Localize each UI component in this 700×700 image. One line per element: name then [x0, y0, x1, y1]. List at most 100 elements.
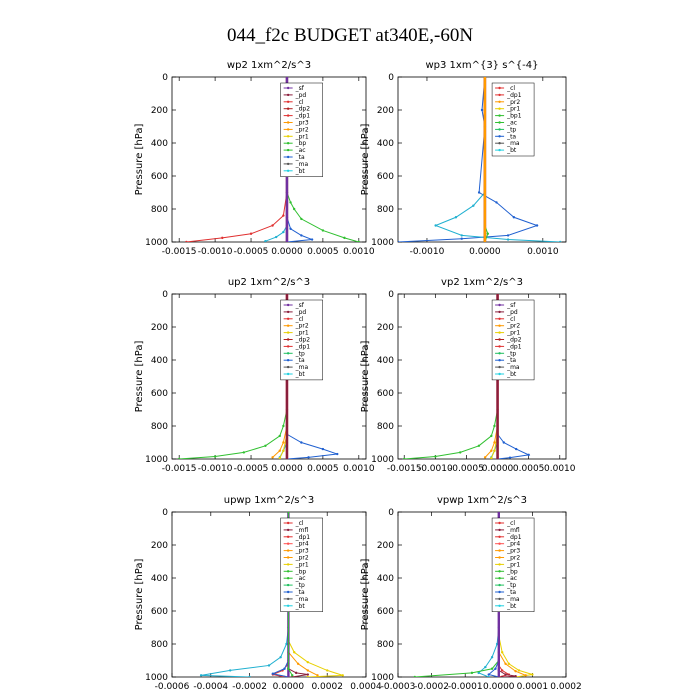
legend-marker: [498, 604, 501, 607]
data-point: [199, 674, 203, 677]
plot-frame: [397, 293, 567, 460]
legend-entry: _pr2: [295, 555, 309, 562]
data-point: [454, 216, 458, 219]
x-tick-label: -0.0002: [414, 682, 449, 692]
legend-entry: _cl: [295, 316, 304, 323]
y-axis-label: Pressure [hPa]: [134, 124, 145, 196]
x-tick-label: 0.0000: [273, 682, 305, 692]
data-point: [490, 456, 493, 459]
data-point: [221, 236, 224, 240]
legend-entry: _ma: [295, 364, 309, 371]
legend-entry: _ac: [295, 147, 306, 154]
x-tick-label: -0.0005: [234, 464, 269, 474]
series-group: [185, 77, 361, 242]
data-point: [296, 662, 300, 665]
legend-entry: _bt: [506, 371, 517, 378]
x-tick-label: -0.0010: [418, 464, 453, 474]
legend-entry: _pr2: [506, 99, 520, 106]
legend-marker: [498, 542, 501, 545]
data-point: [326, 669, 329, 672]
x-tick-label: 0.0002: [550, 682, 582, 692]
data-point: [403, 457, 406, 459]
legend-marker: [286, 128, 290, 131]
legend-marker: [286, 331, 290, 334]
y-tick-label: 200: [377, 106, 394, 116]
legend-entry: _ma: [506, 364, 520, 371]
data-point: [306, 675, 309, 677]
x-tick-label: -0.0015: [162, 464, 197, 474]
x-tick-label: 0.0000: [483, 682, 515, 692]
legend-entry: _cl: [506, 520, 515, 527]
data-point: [483, 456, 487, 459]
panel-2: wp3 1xm^{3} s^{-4} 0 200 400 600 800 1000 -0.00…: [360, 60, 567, 257]
legend-entry: _bp: [295, 568, 307, 575]
legend-entry: _pr1: [295, 133, 309, 140]
series-line-ac: [414, 512, 500, 677]
x-tick-label: 0.0004: [350, 682, 382, 692]
legend-entry: _cl: [506, 316, 515, 323]
legend-marker: [498, 549, 501, 552]
legend-marker: [498, 148, 501, 152]
y-tick-label: 0: [162, 290, 168, 300]
legend-marker: [498, 310, 501, 314]
data-point: [504, 673, 507, 676]
legend-entry: _ma: [295, 161, 309, 168]
legend-marker: [498, 331, 501, 334]
series-group: [398, 77, 562, 242]
legend-entry: _pr3: [506, 548, 520, 555]
panel-title: wp3 1xm^{3} s^{-4}: [425, 60, 538, 71]
x-tick-label: 0.0000: [271, 247, 303, 257]
data-point: [282, 230, 285, 234]
data-point: [279, 656, 282, 659]
legend-entry: _tp: [295, 582, 305, 589]
data-point: [487, 673, 490, 676]
legend-entry: _ac: [506, 120, 517, 127]
x-tick-label: 0.0010: [544, 464, 576, 474]
legend-marker: [498, 107, 501, 110]
data-point: [310, 238, 314, 241]
legend-marker: [286, 352, 290, 355]
x-tick-label: -0.0005: [449, 464, 484, 474]
legend-marker: [498, 93, 501, 97]
data-point: [477, 191, 481, 194]
legend-marker: [286, 583, 290, 587]
x-tick-label: 0.0000: [271, 464, 303, 474]
y-tick-label: 600: [377, 389, 394, 399]
legend-entry: _sf: [506, 302, 516, 309]
legend-marker: [498, 86, 501, 90]
legend-entry: _pd: [295, 92, 307, 99]
data-point: [248, 675, 251, 677]
legend-entry: _pr1: [295, 330, 309, 337]
data-point: [291, 674, 294, 677]
legend-marker: [498, 338, 501, 341]
data-point: [294, 671, 298, 675]
data-point: [506, 234, 510, 237]
data-point: [490, 667, 494, 670]
x-tick-label: 0.0000: [482, 464, 514, 474]
data-point: [527, 453, 530, 457]
x-tick-label: 0.0005: [307, 247, 339, 257]
y-tick-label: 400: [151, 574, 168, 584]
panel-title: up2 1xm^2/s^3: [228, 277, 310, 288]
data-point: [177, 457, 181, 459]
legend-entry: _bp1: [506, 113, 522, 120]
data-point: [514, 670, 517, 673]
y-tick-label: 600: [151, 172, 168, 182]
data-point: [289, 201, 292, 204]
legend-marker: [498, 324, 501, 327]
data-point: [517, 669, 521, 672]
legend-entry: _dp1: [506, 534, 522, 541]
panel-6: vpwp 1xm^2/s^302004006008001000-0.0003-0…: [360, 495, 582, 692]
x-tick-label: 0.0010: [343, 247, 375, 257]
legend-entry: _ma: [506, 140, 520, 147]
y-tick-label: 600: [151, 389, 168, 399]
data-point: [306, 669, 309, 672]
legend-entry: _dp2: [295, 337, 311, 344]
legend-marker: [498, 135, 501, 138]
legend-marker: [286, 549, 290, 552]
legend-marker: [286, 121, 290, 124]
legend-marker: [286, 310, 290, 314]
y-tick-label: 600: [151, 607, 168, 617]
